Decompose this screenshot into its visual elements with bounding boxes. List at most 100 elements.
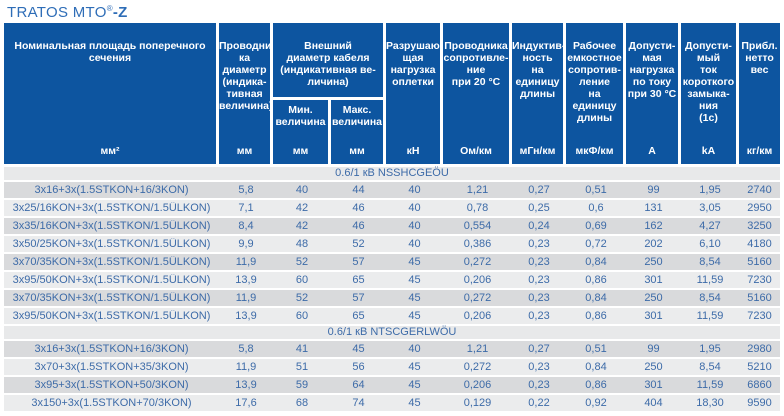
sub-column-label: Макс. величина [331,104,382,128]
table-row: 3x16+3x(1.5STKON+16/3KON) 5,8 41 45 40 1,21 0,… [4,341,780,357]
section-header: 0.6/1 кВ NTSCGERLWÖU [4,326,780,339]
value-cell: 0,554 [463,220,492,232]
value-cell: 0,84 [585,292,607,304]
value-cell: 11,59 [696,310,724,322]
value-cell: 0,92 [585,397,607,409]
column-header-approx-net-weight: Прибл. нетто вес кг/км [739,23,780,164]
value-cell: 56 [352,361,365,373]
cable-designation-cell: 3x150+3x(1.5STKON+70/3KON) [31,397,192,409]
value-cell: 99 [647,184,660,196]
title-prefix: TRATOS MTO [7,4,107,21]
value-cell: 0,272 [463,256,492,268]
value-cell: 1,21 [466,343,489,355]
value-cell: 18,30 [696,397,724,409]
column-header-capacitive-reactance-per-length: Рабочее емкостное сопротив- ление на еди… [566,23,623,164]
column-header-braid-breaking-load: Разрушаю- щая нагрузка оплетки кН [386,23,443,164]
value-cell: 13,9 [235,310,257,322]
value-cell: 0,86 [585,379,607,391]
value-cell: 8,54 [699,292,721,304]
value-cell: 301 [644,379,663,391]
table-row: 3x70+3x(1.5STKON+35/3KON) 11,9 51 56 45 0,272… [4,359,780,375]
value-cell: 3250 [747,220,772,232]
value-cell: 45 [408,397,421,409]
value-cell: 250 [644,256,663,268]
column-header-conductor-resistance-20c: Проводника сопротивле- ние при 20 °C Ом/к… [443,23,509,164]
cable-designation-cell: 3x50/25KON+3x(1.5STKON/1.5ÜLKON) [12,238,211,250]
value-cell: 0,23 [528,310,550,322]
value-cell: 40 [408,238,421,250]
value-cell: 8,54 [699,361,721,373]
column-label: Допусти- мый ток короткого замыка- ния (… [682,40,735,124]
value-cell: 17,6 [235,397,257,409]
column-label: Рабочее емкостное сопротив- ление на еди… [567,40,622,124]
table-row: 3x95/50KON+3x(1.5STKON/1.5ÜLKON) 13,9 60 65… [4,272,780,288]
registered-trademark-symbol: ® [106,4,113,13]
value-cell: 0,6 [588,202,604,214]
column-label: Прибл. нетто вес [741,40,778,76]
table-row: 3x16+3x(1.5STKON+16/3KON) 5,8 40 44 40 1,21 0,… [4,182,780,198]
cable-designation-cell: 3x95/50KON+3x(1.5STKON/1.5ÜLKON) [12,310,211,322]
column-unit: мГн/км [519,145,556,158]
sub-column-unit: мм [292,145,309,158]
value-cell: 7230 [747,274,772,286]
value-cell: 0,23 [528,274,550,286]
value-cell: 202 [644,238,663,250]
value-cell: 40 [295,184,309,196]
value-cell: 1,21 [466,184,489,196]
column-label: Индуктив- ность на единицу длины [512,40,566,100]
value-cell: 11,9 [235,361,257,373]
value-cell: 0,27 [528,184,550,196]
column-label: Допусти- мая нагрузка по току при 30 °C [627,40,677,100]
value-cell: 9590 [747,397,772,409]
value-cell: 250 [644,292,663,304]
value-cell: 301 [644,310,663,322]
value-cell: 44 [352,184,365,196]
table-row: 3x95/50KON+3x(1.5STKON/1.5ÜLKON) 13,9 60 65… [4,308,780,324]
value-cell: 40 [408,202,421,214]
value-cell: 13,9 [235,274,257,286]
value-cell: 4180 [747,238,772,250]
value-cell: 46 [352,202,365,214]
column-unit: Ом/км [460,145,492,158]
value-cell: 2740 [747,184,772,196]
value-cell: 13,9 [235,379,257,391]
value-cell: 11,9 [235,256,257,268]
cable-designation-cell: 3x70/35KON+3x(1.5STKON/1.5ÜLKON) [12,256,211,268]
page-title: TRATOS MTO®-Z [0,0,784,23]
value-cell: 40 [408,220,421,232]
value-cell: 45 [408,310,421,322]
value-cell: 0,23 [528,379,550,391]
value-cell: 65 [352,274,365,286]
value-cell: 1,95 [699,343,721,355]
value-cell: 5160 [747,292,772,304]
column-unit: мм² [100,145,120,158]
value-cell: 68 [295,397,309,409]
value-cell: 5,8 [238,343,254,355]
value-cell: 5,8 [238,184,254,196]
table-row: 3x95+3x(1.5STKON+50/3KON) 13,9 59 64 45 0,206… [4,377,780,393]
section-header: 0.6/1 кВ NSSHCGEÖU [4,167,780,180]
value-cell: 7,1 [238,202,254,214]
table-row: 3x25/16KON+3x(1.5STKON/1.5ÜLKON) 7,1 42 46 4… [4,200,780,216]
value-cell: 65 [352,310,365,322]
column-header-inductance-per-length: Индуктив- ность на единицу длины мГн/км [512,23,566,164]
value-cell: 0,86 [585,310,607,322]
value-cell: 0,23 [528,361,550,373]
value-cell: 0,272 [463,361,492,373]
cable-designation-cell: 3x25/16KON+3x(1.5STKON/1.5ÜLKON) [12,202,211,214]
column-unit: А [648,145,656,158]
column-header-nominal-cross-section: Номинальная площадь поперечного сечения м… [4,23,216,164]
value-cell: 4,27 [699,220,721,232]
value-cell: 52 [295,256,309,268]
table-body: 0.6/1 кВ NSSHCGEÖU 3x16+3x(1.5STKON+16/3K… [4,167,780,411]
value-cell: 0,23 [528,238,550,250]
value-cell: 60 [295,274,309,286]
value-cell: 0,51 [585,184,607,196]
value-cell: 40 [408,343,421,355]
value-cell: 8,4 [238,220,254,232]
value-cell: 64 [352,379,365,391]
sub-column-unit: мм [349,145,365,158]
table-row: 3x150+3x(1.5STKON+70/3KON) 17,6 68 74 45 0,12… [4,395,780,411]
column-unit: kA [701,145,716,158]
value-cell: 74 [352,397,365,409]
